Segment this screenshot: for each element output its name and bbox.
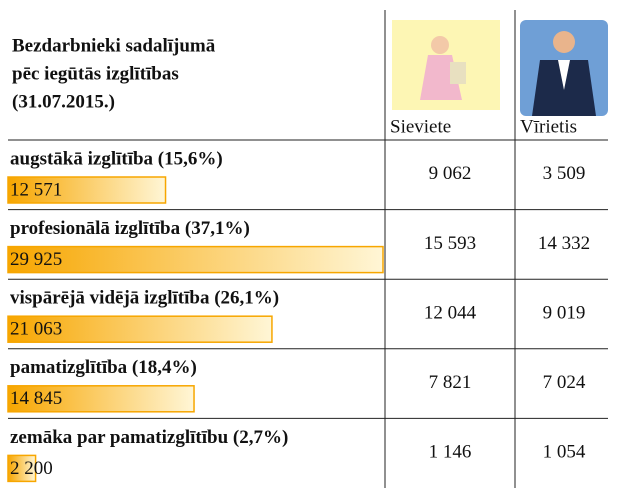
bar — [7, 176, 167, 204]
bar-value-label: 21 063 — [10, 319, 62, 340]
column-header: Sieviete — [390, 116, 451, 137]
column-header: Vīrietis — [520, 116, 577, 137]
bar — [7, 245, 384, 274]
title-line: Bezdarbnieki sadalījumā — [12, 35, 216, 56]
cell-value: 1 146 — [429, 442, 472, 463]
category-label: zemāka par pamatizglītību (2,7%) — [10, 427, 288, 448]
title-line: (31.07.2015.) — [12, 91, 115, 112]
bar-value-label: 2 200 — [10, 458, 53, 479]
cell-value: 3 509 — [543, 163, 586, 184]
cell-value: 15 593 — [424, 233, 476, 254]
bar — [7, 454, 37, 483]
category-label: pamatizglītība (18,4%) — [10, 357, 197, 378]
cell-value: 7 024 — [543, 372, 586, 393]
category-label: profesionālā izglītība (37,1%) — [10, 218, 250, 239]
cell-value: 14 332 — [538, 233, 590, 254]
woman-icon — [392, 20, 500, 110]
bar-value-label: 12 571 — [10, 179, 62, 200]
cell-value: 9 019 — [543, 302, 586, 323]
bar-value-label: 14 845 — [10, 388, 62, 409]
bar — [7, 385, 195, 413]
cell-value: 7 821 — [429, 372, 472, 393]
cell-value: 9 062 — [429, 163, 472, 184]
category-label: augstākā izglītība (15,6%) — [10, 148, 223, 169]
bar — [7, 315, 273, 343]
title-line: pēc iegūtās izglītības — [12, 63, 179, 84]
man-icon — [520, 20, 608, 116]
cell-value: 12 044 — [424, 302, 477, 323]
cell-value: 1 054 — [543, 442, 586, 463]
category-label: vispārējā vidējā izglītība (26,1%) — [10, 288, 279, 309]
bar-value-label: 29 925 — [10, 249, 62, 270]
